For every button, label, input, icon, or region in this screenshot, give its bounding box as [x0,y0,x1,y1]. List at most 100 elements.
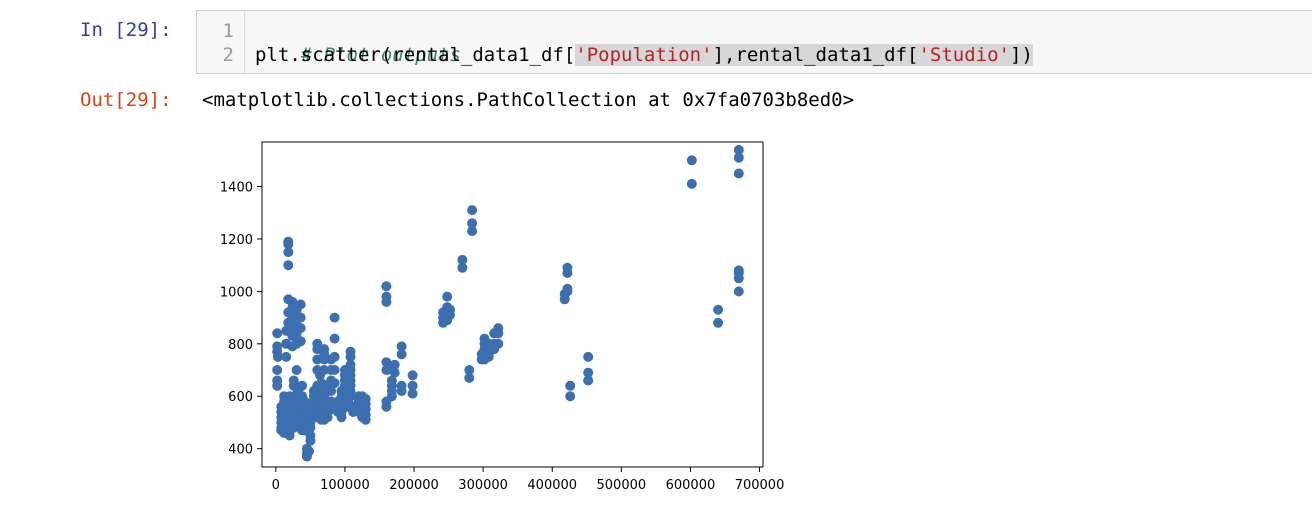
scatter-point [295,299,306,310]
scatter-point [583,375,594,386]
scatter-point [407,380,418,391]
scatter-point [336,412,347,423]
scatter-point [493,338,504,349]
scatter-point [283,247,294,258]
line-number-gutter: 1 2 [197,11,245,73]
scatter-point [396,386,407,396]
code-line-scatter-call: plt.scatter(rental_data1_df['Population'… [255,43,1033,67]
scatter-point [304,446,314,457]
x-axis-ticks: 0 100000 200000 300000 400000 500000 600000 700… [272,467,785,493]
axes-frame [261,141,764,468]
y-axis-ticks: 400 600 800 1000 1200 1400 [220,181,262,458]
scatter-point [386,391,397,402]
scatter-point [295,323,306,334]
scatter-point [389,359,400,370]
scatter-point [329,378,340,389]
code-line-comment: # Plot outputs [255,19,461,91]
scatter-point [733,144,744,155]
scatter-point [381,296,392,307]
x-tick-label: 0 [272,478,280,493]
scatter-point [467,226,478,237]
y-tick-label: 400 [228,443,253,458]
y-tick-label: 1200 [220,233,253,248]
scatter-point [445,310,455,320]
code-string-population: 'Population' [575,44,713,66]
scatter-point [319,354,330,365]
output-repr-text: <matplotlib.collections.PathCollection a… [202,89,855,111]
scatter-point [291,365,302,375]
x-tick-label: 600000 [666,478,716,493]
y-tick-label: 800 [228,338,253,353]
scatter-point [312,344,323,355]
scatter-point [483,351,494,362]
scatter-point [326,386,337,396]
scatter-point [272,365,283,375]
scatter-point [312,354,323,365]
scatter-point [272,351,283,362]
scatter-point [329,333,340,344]
scatter-point [442,291,453,302]
scatter-point [272,380,283,391]
scatter-point [381,281,392,292]
scatter-point [329,312,340,323]
scatter-points [272,144,744,462]
scatter-point [360,414,371,425]
code-token: plt.scatter(rental_data1_df[ [255,44,576,66]
scatter-point [733,286,744,297]
line-number: 1 [222,20,234,42]
scatter-point [686,155,697,166]
scatter-point [281,351,292,362]
x-tick-label: 700000 [735,478,785,493]
scatter-point [407,370,418,381]
scatter-point [565,380,576,391]
scatter-point [295,312,306,323]
code-string-studio: 'Studio' [918,44,1010,66]
code-comment: # Plot outputs [300,44,461,66]
scatter-point [295,336,306,347]
scatter-point [345,391,356,402]
scatter-point [464,372,475,383]
scatter-point [562,286,573,297]
scatter-point [493,328,504,339]
scatter-point [559,294,570,305]
x-tick-label: 100000 [320,478,370,493]
y-tick-label: 1400 [220,181,253,196]
scatter-point [407,388,418,399]
scatter-point [329,365,340,375]
scatter-point [326,396,337,407]
scatter-point [713,317,724,328]
y-tick-label: 1000 [220,285,253,300]
scatter-point [733,152,744,163]
scatter-point [583,351,594,362]
scatter-plot: 0 100000 200000 300000 400000 500000 600000 700… [220,141,785,493]
scatter-point [467,205,478,216]
scatter-point [565,391,576,402]
scatter-point [389,367,400,378]
x-tick-label: 500000 [597,478,647,493]
scatter-point [583,367,594,378]
scatter-point [396,341,407,352]
scatter-point [284,430,295,441]
scatter-point [713,304,724,315]
input-prompt: In [29]: [80,19,172,41]
scatter-point [319,365,330,375]
x-tick-label: 300000 [458,478,508,493]
scatter-point [381,401,392,412]
scatter-point [305,422,316,433]
scatter-point [297,380,308,391]
scatter-point [467,218,478,229]
x-tick-label: 200000 [389,478,439,493]
code-token: ],rental_data1_df[ [712,44,919,66]
scatter-point [381,357,392,368]
scatter-point [457,262,468,273]
scatter-point [345,351,356,362]
scatter-point [283,239,294,250]
y-tick-label: 600 [228,390,253,405]
scatter-point [305,435,316,446]
scatter-point [733,168,744,179]
x-tick-label: 400000 [527,478,577,493]
scatter-point [283,260,294,271]
code-cell-editor[interactable]: 1 2 # Plot outputs plt.scatter(rental_da… [196,10,1312,74]
scatter-point [464,365,475,375]
scatter-point [457,254,468,265]
